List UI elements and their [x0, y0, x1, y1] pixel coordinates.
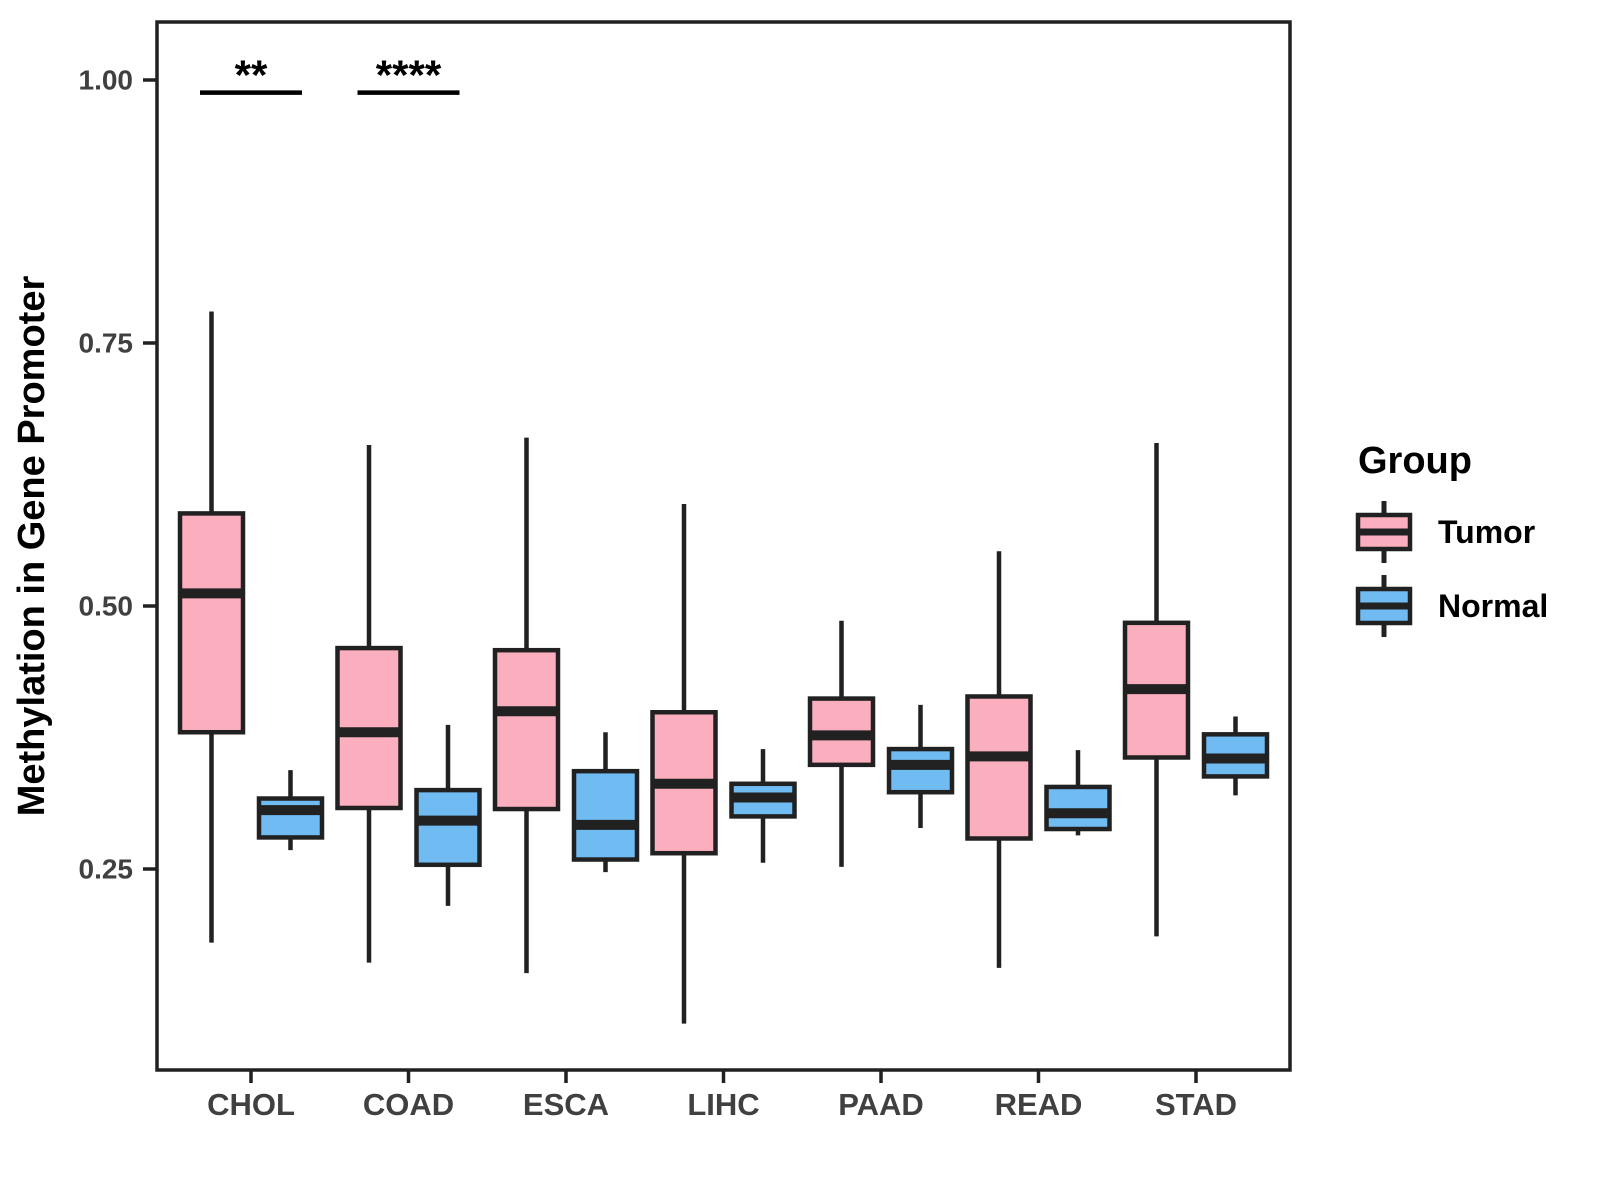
y-axis-title: Methylation in Gene Promoter — [11, 276, 53, 817]
box-COAD-normal — [414, 787, 482, 868]
legend: Group Tumor Normal — [1352, 440, 1600, 647]
y-tick-label: 0.75 — [79, 328, 134, 359]
significance-stars-CHOL: ** — [235, 52, 268, 99]
x-tick-label: STAD — [1155, 1087, 1237, 1122]
tumor-boxplot-key-icon — [1355, 501, 1413, 563]
legend-item-normal: Normal — [1352, 573, 1600, 639]
x-tick-label: ESCA — [523, 1087, 609, 1122]
x-tick-label: LIHC — [687, 1087, 759, 1122]
legend-item-tumor: Tumor — [1352, 499, 1600, 565]
legend-label-normal: Normal — [1438, 587, 1549, 624]
significance-stars-COAD: **** — [376, 52, 442, 99]
box-CHOL-tumor — [177, 511, 246, 735]
box-READ-normal — [1044, 784, 1112, 832]
legend-label-tumor: Tumor — [1438, 513, 1536, 550]
normal-boxplot-key-icon — [1355, 575, 1413, 637]
box-CHOL-normal — [256, 796, 325, 840]
legend-title: Group — [1358, 440, 1472, 482]
panel-border — [155, 20, 1292, 1072]
x-tick-label: READ — [995, 1087, 1083, 1122]
box-READ-tumor — [965, 694, 1033, 841]
y-tick-label: 0.50 — [79, 591, 134, 622]
y-tick-label: 0.25 — [79, 854, 134, 885]
box-ESCA-normal — [571, 768, 640, 862]
x-tick-label: PAAD — [838, 1087, 924, 1122]
y-tick-label: 1.00 — [79, 65, 134, 96]
x-tick-label: COAD — [363, 1087, 454, 1122]
x-tick-label: CHOL — [207, 1087, 295, 1122]
panel-background — [157, 22, 1290, 1070]
box-ESCA-tumor — [492, 647, 561, 812]
box-PAAD-normal — [886, 746, 955, 795]
